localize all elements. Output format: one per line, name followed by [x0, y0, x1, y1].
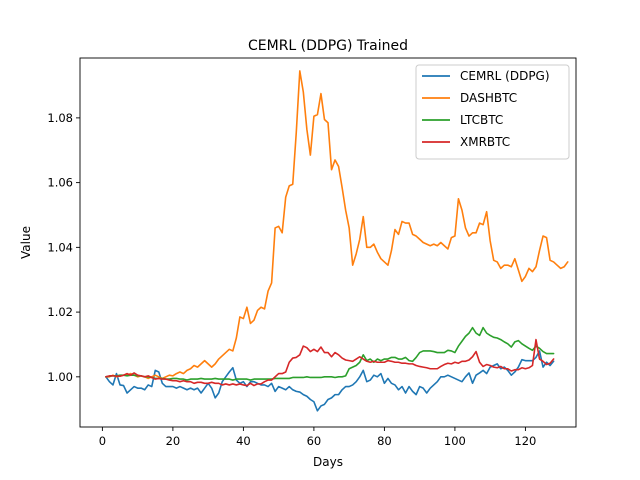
y-tick-label: 1.04: [47, 240, 73, 254]
y-tick-label: 1.00: [47, 370, 73, 384]
x-axis: 0 20 40 60 80 100 120: [99, 427, 536, 448]
y-axis-label: Value: [19, 226, 33, 259]
x-tick-label: 80: [377, 434, 392, 448]
y-axis: 1.00 1.02 1.04 1.06 1.08: [47, 111, 80, 384]
x-tick-label: 120: [514, 434, 536, 448]
y-tick-label: 1.06: [47, 176, 73, 190]
x-tick-label: 40: [236, 434, 251, 448]
y-tick-label: 1.02: [47, 305, 73, 319]
x-tick-label: 100: [444, 434, 466, 448]
x-tick-label: 20: [166, 434, 181, 448]
x-tick-label: 0: [99, 434, 106, 448]
legend-label: DASHBTC: [460, 91, 517, 105]
x-tick-label: 60: [307, 434, 322, 448]
y-tick-label: 1.08: [47, 111, 73, 125]
legend-label: LTCBTC: [460, 113, 503, 127]
series-line-dashbtc: [105, 70, 569, 380]
legend-label: CEMRL (DDPG): [460, 69, 550, 83]
plot-area-frame: [79, 57, 577, 428]
series-line-xmrbtc: [105, 338, 555, 387]
chart-title: CEMRL (DDPG) Trained: [248, 38, 408, 54]
x-axis-label: Days: [313, 455, 343, 469]
series-line-cemrl-ddpg: [105, 350, 555, 412]
series-line-ltcbtc: [105, 326, 555, 381]
legend: CEMRL (DDPG) DASHBTC LTCBTC XMRBTC: [415, 64, 570, 160]
series-group: [105, 70, 569, 412]
legend-label: XMRBTC: [460, 135, 510, 149]
legend-box: [415, 64, 570, 160]
